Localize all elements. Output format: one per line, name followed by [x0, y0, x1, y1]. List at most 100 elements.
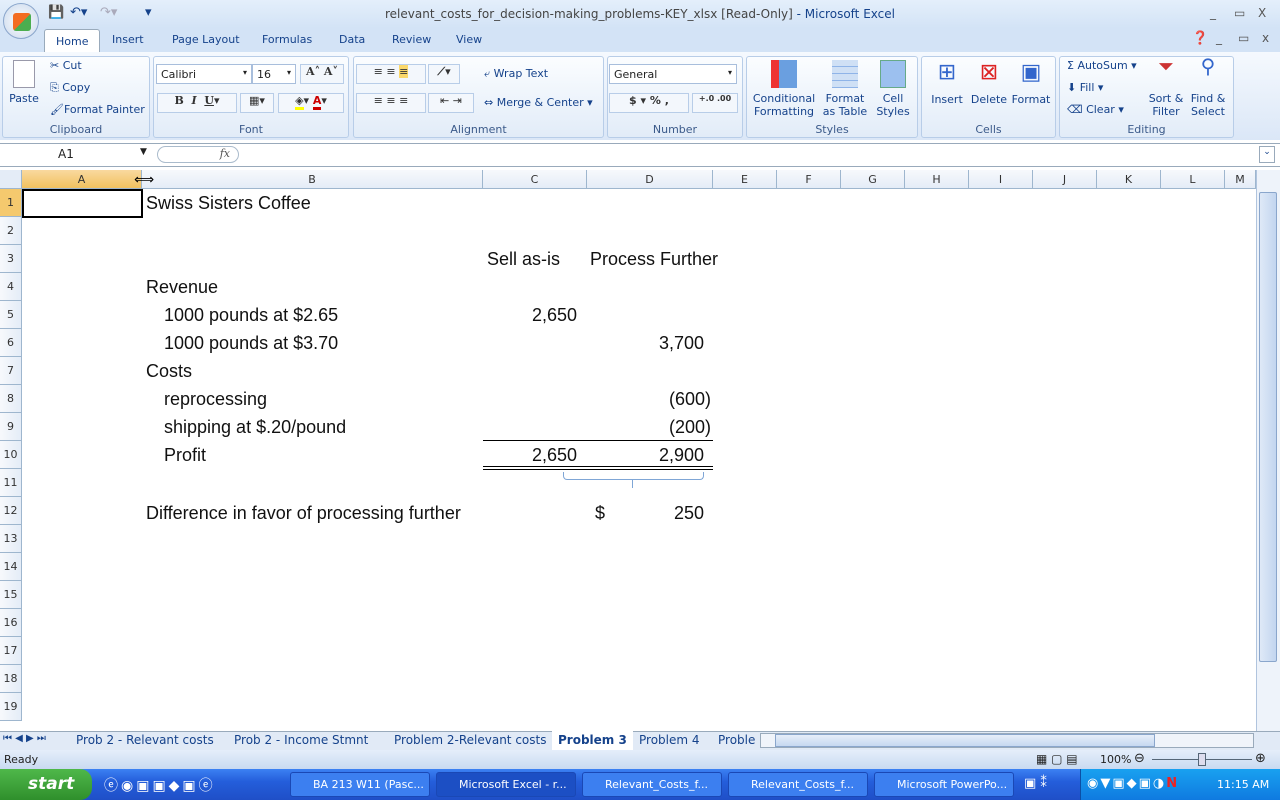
horizontal-scrollbar[interactable] — [760, 733, 1254, 748]
zoom-slider-thumb[interactable] — [1198, 753, 1206, 766]
select-all-button[interactable] — [0, 170, 22, 189]
vertical-align-buttons[interactable]: ≡ ≡ ≡ — [356, 64, 426, 84]
autosum-button[interactable]: Σ AutoSum ▾ — [1067, 59, 1137, 72]
cell-b5[interactable]: 1000 pounds at $2.65 — [164, 305, 339, 325]
column-header-m[interactable]: M — [1225, 170, 1256, 189]
sheet-tab[interactable]: Problem 2-Relevant costs — [394, 733, 547, 747]
help-icon[interactable]: ❓ — [1192, 31, 1209, 46]
fill-button[interactable]: ⬇ Fill ▾ — [1067, 81, 1104, 94]
vertical-scroll-thumb[interactable] — [1259, 192, 1277, 662]
cell-b1[interactable]: Swiss Sisters Coffee — [146, 193, 311, 213]
tab-view[interactable]: View — [456, 33, 483, 46]
find-select-button[interactable]: ⚲ Find & Select — [1188, 56, 1228, 118]
cell-c3[interactable]: Sell as-is — [487, 249, 561, 269]
column-header-h[interactable]: H — [905, 170, 969, 189]
number-format-dropdown[interactable]: General ▾ — [609, 64, 737, 84]
number-style-buttons[interactable]: $ ▾ % , — [609, 93, 689, 113]
paste-button[interactable]: Paste — [8, 60, 40, 115]
cell-d9[interactable]: (200) — [668, 417, 711, 437]
column-header-b[interactable]: B — [142, 170, 483, 189]
row-header-2[interactable]: 2 — [0, 217, 22, 245]
task-firefox[interactable]: BA 213 W11 (Pasc... — [290, 772, 430, 797]
redo-icon[interactable]: ↷▾ — [100, 5, 118, 20]
delete-cells-button[interactable]: ⊠ Delete — [970, 60, 1008, 106]
cell-c10[interactable]: 2,650 — [531, 445, 577, 465]
underline-button[interactable]: U — [204, 94, 214, 107]
tab-home[interactable]: Home — [44, 29, 101, 53]
sheet-tab[interactable]: Prob 2 - Income Stmnt — [234, 733, 369, 747]
bold-button[interactable]: B — [174, 94, 184, 107]
row-header-5[interactable]: 5 — [0, 301, 22, 329]
orientation-button[interactable]: ⟋▾ — [428, 64, 460, 84]
cell-d3[interactable]: Process Further — [590, 249, 719, 269]
format-painter-button[interactable]: 🖌Format Painter — [50, 103, 145, 116]
wrap-text-button[interactable]: ⤶ Wrap Text — [484, 67, 548, 81]
sheet-tab[interactable]: Problem 4 — [639, 733, 700, 747]
indent-buttons[interactable]: ⇤ ⇥ — [428, 93, 474, 113]
undo-icon[interactable]: ↶▾ — [70, 5, 88, 20]
cell-d6[interactable]: 3,700 — [658, 333, 704, 353]
cell-b6[interactable]: 1000 pounds at $3.70 — [164, 333, 339, 353]
save-icon[interactable]: 💾 — [48, 5, 65, 20]
cell-b8[interactable]: reprocessing — [164, 389, 268, 409]
copy-button[interactable]: ⎘ Copy — [50, 81, 90, 95]
column-header-a[interactable]: A — [22, 170, 142, 189]
cell-b7[interactable]: Costs — [146, 361, 193, 381]
horizontal-align-buttons[interactable]: ≡ ≡ ≡ — [356, 93, 426, 113]
row-header-1[interactable]: 1 — [0, 189, 22, 217]
row-header-18[interactable]: 18 — [0, 665, 22, 693]
fill-font-color-buttons[interactable]: ◈▾ A▾ — [278, 93, 344, 113]
minimize-button[interactable]: _ — [1210, 6, 1216, 20]
increase-decimal-button[interactable]: +.0 — [698, 94, 715, 103]
cell-b12[interactable]: Difference in favor of processing furthe… — [146, 503, 461, 523]
zoom-in-button[interactable]: ⊕ — [1255, 751, 1266, 766]
vertical-scrollbar[interactable] — [1256, 170, 1280, 731]
cell-c5[interactable]: 2,650 — [531, 305, 577, 325]
insert-function-button[interactable]: fx — [157, 146, 239, 163]
task-excel[interactable]: Microsoft Excel - r... — [436, 772, 576, 797]
row-header-4[interactable]: 4 — [0, 273, 22, 301]
format-as-table-button[interactable]: Format as Table — [820, 60, 870, 118]
row-header-16[interactable]: 16 — [0, 609, 22, 637]
tab-review[interactable]: Review — [392, 33, 432, 46]
cut-button[interactable]: ✂ Cut — [50, 59, 82, 72]
sheet-tab[interactable]: Prob 2 - Relevant costs — [76, 733, 214, 747]
conditional-formatting-button[interactable]: Conditional Formatting — [750, 60, 818, 118]
expand-formula-bar-button[interactable]: ⌄ — [1259, 146, 1275, 163]
wb-close-button[interactable]: x — [1262, 31, 1270, 45]
cell-b10[interactable]: Profit — [164, 445, 207, 465]
tab-page-layout[interactable]: Page Layout — [172, 33, 240, 46]
italic-button[interactable]: I — [191, 94, 197, 107]
sheet-nav-buttons[interactable]: ⏮ ◀ ▶ ⏭ — [3, 733, 46, 744]
row-header-17[interactable]: 17 — [0, 637, 22, 665]
wb-restore-button[interactable]: ▭ — [1238, 31, 1250, 45]
column-header-k[interactable]: K — [1097, 170, 1161, 189]
cell-d8[interactable]: (600) — [668, 389, 711, 409]
column-header-i[interactable]: I — [969, 170, 1033, 189]
view-buttons[interactable]: ▦ ▢ ▤ — [1036, 752, 1078, 766]
zoom-out-button[interactable]: ⊖ — [1134, 751, 1145, 766]
row-header-3[interactable]: 3 — [0, 245, 22, 273]
sort-filter-button[interactable]: ⏷ Sort & Filter — [1146, 56, 1186, 118]
close-button[interactable]: X — [1258, 6, 1267, 20]
language-icon[interactable]: ▣ ⁑ — [1024, 776, 1047, 791]
tab-data[interactable]: Data — [339, 33, 366, 46]
name-box[interactable]: A1 ▼ — [58, 147, 147, 161]
column-header-d[interactable]: D — [587, 170, 713, 189]
zoom-level[interactable]: 100% — [1100, 753, 1132, 766]
grow-shrink-font-buttons[interactable]: A˄ A˅ — [300, 64, 344, 84]
column-header-l[interactable]: L — [1161, 170, 1225, 189]
clear-button[interactable]: ⌫ Clear ▾ — [1067, 103, 1124, 116]
row-header-19[interactable]: 19 — [0, 693, 22, 721]
cell-styles-button[interactable]: Cell Styles — [872, 60, 914, 118]
active-cell-a1[interactable] — [22, 189, 143, 218]
tab-insert[interactable]: Insert — [112, 33, 144, 46]
column-header-g[interactable]: G — [841, 170, 905, 189]
column-header-c[interactable]: C — [483, 170, 587, 189]
quick-launch-icons[interactable]: ⓔ◉▣▣◆▣ⓔ — [104, 778, 216, 794]
row-header-15[interactable]: 15 — [0, 581, 22, 609]
merge-center-button[interactable]: ⇔ Merge & Center ▾ — [484, 96, 593, 109]
row-header-14[interactable]: 14 — [0, 553, 22, 581]
borders-button[interactable]: ▦▾ — [240, 93, 274, 113]
